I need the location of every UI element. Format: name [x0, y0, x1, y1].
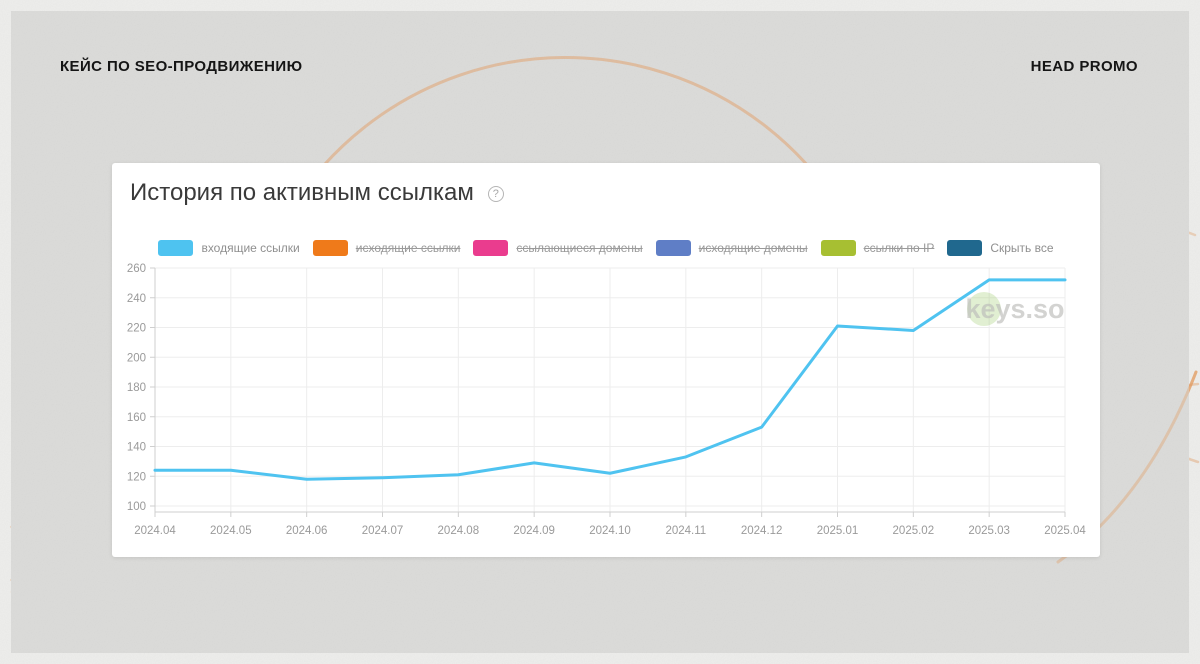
y-tick-label: 160	[127, 412, 146, 424]
legend-item-2[interactable]: ссылающиеся домены	[473, 240, 643, 256]
y-tick-label: 140	[127, 442, 146, 454]
y-tick-label: 100	[127, 501, 146, 513]
legend-item-3[interactable]: исходящие домены	[655, 240, 808, 256]
x-tick-label: 2024.10	[589, 525, 631, 537]
x-tick-label: 2025.02	[893, 525, 935, 537]
legend-item-0[interactable]: входящие ссылки	[158, 240, 300, 256]
x-tick-label: 2024.09	[513, 525, 555, 537]
brand-label: HEAD PROMO	[1030, 58, 1138, 75]
legend-label: ссылки по IP	[863, 241, 935, 255]
x-tick-label: 2024.07	[362, 525, 404, 537]
watermark-logo-circle	[967, 292, 1001, 326]
chart-legend: входящие ссылки исходящие ссылки ссылающие…	[112, 240, 1100, 256]
x-tick-label: 2024.11	[665, 525, 706, 537]
chart-title-row: История по активным ссылкам ?	[130, 179, 504, 207]
help-icon[interactable]: ?	[487, 186, 504, 202]
x-tick-label: 2025.04	[1044, 525, 1086, 537]
x-tick-label: 2025.01	[817, 525, 859, 537]
x-tick-label: 2024.12	[741, 525, 783, 537]
legend-label: исходящие ссылки	[355, 241, 461, 255]
x-tick-label: 2024.05	[210, 525, 252, 537]
chart-card: История по активным ссылкам ? входящие с…	[112, 163, 1100, 557]
x-tick-label: 2024.08	[438, 525, 480, 537]
y-tick-label: 120	[127, 471, 146, 483]
line-chart: 100 120 140 160 180 200 220 240 260 2024.04 2024.0…	[127, 263, 1087, 537]
legend-item-4[interactable]: ссылки по IP	[820, 240, 935, 256]
y-tick-label: 180	[127, 382, 146, 394]
legend-swatch	[820, 240, 856, 256]
legend-swatch	[312, 240, 348, 256]
legend-swatch	[473, 240, 509, 256]
legend-item-1[interactable]: исходящие ссылки	[312, 240, 461, 256]
x-tick-label: 2024.04	[134, 525, 176, 537]
legend-swatch	[158, 240, 194, 256]
y-tick-label: 220	[127, 323, 146, 335]
series-line	[153, 278, 1067, 481]
slide-header: КЕЙС ПО SEO-ПРОДВИЖЕНИЮ HEAD PROMO	[60, 58, 1138, 75]
legend-label: Скрыть все	[990, 241, 1054, 255]
legend-label: ссылающиеся домены	[516, 241, 643, 255]
y-tick-label: 200	[127, 352, 146, 364]
legend-swatch	[947, 240, 983, 256]
chart-title: История по активным ссылкам	[130, 179, 474, 206]
slide-title: КЕЙС ПО SEO-ПРОДВИЖЕНИЮ	[60, 58, 303, 75]
y-tick-label: 240	[127, 293, 146, 305]
x-tick-label: 2025.03	[968, 525, 1010, 537]
legend-item-5[interactable]: Скрыть все	[947, 240, 1054, 256]
x-tick-label: 2024.06	[286, 525, 328, 537]
legend-swatch	[655, 240, 691, 256]
legend-label: входящие ссылки	[201, 241, 300, 255]
watermark-text: keys.so	[965, 294, 1064, 324]
y-tick-label: 260	[127, 263, 146, 275]
legend-label: исходящие домены	[698, 241, 808, 255]
